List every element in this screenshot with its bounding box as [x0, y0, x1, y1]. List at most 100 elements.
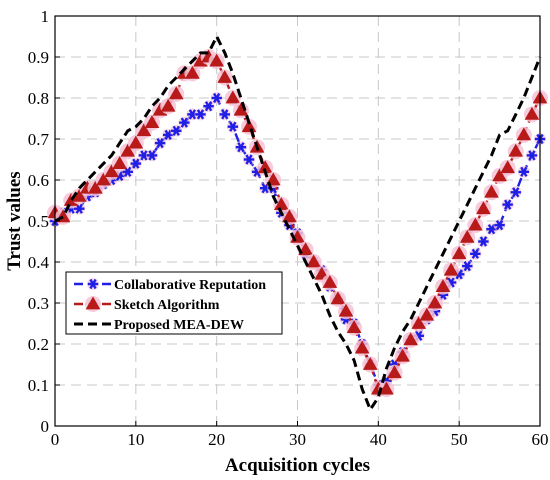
triangle-marker — [451, 245, 468, 262]
triangle-shape — [500, 160, 516, 174]
axes: 0 10 20 30 40 50 60 0 0.1 0.2 0.3 0.4 0.5 0.6 0.7 0.8 0.… — [28, 7, 549, 449]
triangle-shape — [346, 320, 362, 333]
asterisk-marker — [477, 235, 490, 248]
triangle-marker — [55, 208, 72, 225]
asterisk-marker — [194, 108, 207, 121]
asterisk-marker — [202, 100, 215, 113]
triangle-marker — [127, 135, 144, 152]
y-tick-label: 0.5 — [28, 212, 49, 231]
triangle-marker — [394, 348, 411, 365]
triangle-shape — [144, 115, 160, 128]
x-tick-label: 10 — [127, 430, 144, 449]
asterisk-marker — [218, 108, 231, 121]
triangle-shape — [403, 332, 419, 346]
asterisk-stroke — [156, 137, 164, 149]
triangle-marker — [426, 295, 443, 311]
x-tick-label: 0 — [51, 430, 60, 449]
legend-label: Sketch Algorithm — [114, 298, 220, 313]
asterisk-stroke — [504, 199, 512, 210]
triangle-marker — [281, 208, 298, 225]
triangle-shape — [225, 90, 241, 104]
series-layer — [47, 33, 548, 413]
triangle-marker — [499, 159, 516, 176]
triangle-shape — [516, 127, 532, 141]
triangle-marker — [329, 290, 346, 307]
asterisk-stroke — [180, 117, 188, 128]
triangle-shape — [185, 65, 200, 79]
triangle-marker — [507, 143, 524, 160]
asterisk-marker — [509, 186, 522, 199]
asterisk-stroke — [528, 150, 536, 161]
triangle-shape — [298, 242, 313, 256]
asterisk-stroke — [229, 121, 237, 132]
y-tick-label: 0.6 — [28, 171, 49, 190]
triangle-marker — [483, 184, 500, 201]
asterisk-stroke — [172, 125, 180, 136]
triangle-marker — [184, 65, 201, 82]
asterisk-stroke — [164, 129, 172, 141]
asterisk-stroke — [520, 166, 528, 177]
triangle-marker — [475, 200, 492, 217]
asterisk-stroke — [237, 142, 245, 153]
asterisk-marker — [493, 219, 506, 232]
triangle-shape — [160, 98, 176, 112]
series-line — [54, 33, 542, 413]
asterisk-stroke — [479, 236, 488, 247]
triangle-marker — [515, 126, 532, 143]
triangle-shape — [354, 340, 370, 354]
y-tick-label: 0.2 — [28, 335, 49, 354]
asterisk-marker — [210, 92, 223, 104]
asterisk-marker — [243, 153, 255, 166]
triangle-marker — [297, 241, 314, 258]
y-axis-title: Trust values — [4, 171, 25, 270]
x-tick-label: 40 — [370, 430, 387, 449]
y-tick-label: 0.4 — [28, 253, 50, 272]
triangle-shape — [209, 53, 225, 67]
triangle-marker — [216, 69, 233, 86]
x-tick-label: 60 — [532, 430, 549, 449]
asterisk-stroke — [148, 150, 156, 161]
triangle-shape — [484, 184, 499, 198]
triangle-marker — [346, 319, 363, 336]
asterisk-marker — [226, 120, 239, 133]
triangle-shape — [112, 156, 128, 169]
triangle-marker — [338, 303, 354, 320]
asterisk-stroke — [245, 154, 253, 165]
y-tick-label: 0.3 — [28, 294, 49, 313]
asterisk-marker — [87, 278, 99, 290]
asterisk-marker — [517, 165, 530, 178]
x-tick-label: 30 — [289, 430, 306, 449]
asterisk-stroke — [188, 109, 197, 120]
triangle-shape — [96, 172, 111, 186]
triangle-marker — [111, 155, 128, 172]
y-tick-label: 1 — [41, 7, 50, 26]
triangle-marker — [85, 296, 101, 312]
triangle-shape — [508, 143, 524, 157]
asterisk-stroke — [75, 203, 83, 214]
triangle-shape — [338, 303, 354, 317]
triangle-marker — [321, 274, 338, 291]
triangle-shape — [362, 356, 378, 370]
asterisk-stroke — [512, 187, 520, 198]
triangle-shape — [330, 291, 346, 305]
x-tick-label: 50 — [451, 430, 468, 449]
asterisk-stroke — [487, 224, 496, 235]
triangle-shape — [467, 217, 483, 231]
triangle-shape — [476, 201, 491, 215]
asterisk-stroke — [204, 101, 213, 112]
triangle-shape — [322, 274, 338, 288]
triangle-shape — [136, 123, 152, 137]
asterisk-stroke — [116, 170, 124, 182]
asterisk-marker — [501, 198, 514, 211]
asterisk-marker — [121, 165, 134, 178]
asterisk-marker — [234, 141, 247, 154]
triangle-shape — [411, 315, 427, 329]
triangle-marker — [443, 262, 460, 279]
triangle-marker — [224, 90, 241, 106]
triangle-marker — [144, 114, 160, 131]
asterisk-stroke — [463, 260, 471, 272]
triangle-shape — [128, 135, 144, 149]
triangle-marker — [265, 172, 282, 188]
y-tick-label: 0.9 — [28, 48, 49, 67]
